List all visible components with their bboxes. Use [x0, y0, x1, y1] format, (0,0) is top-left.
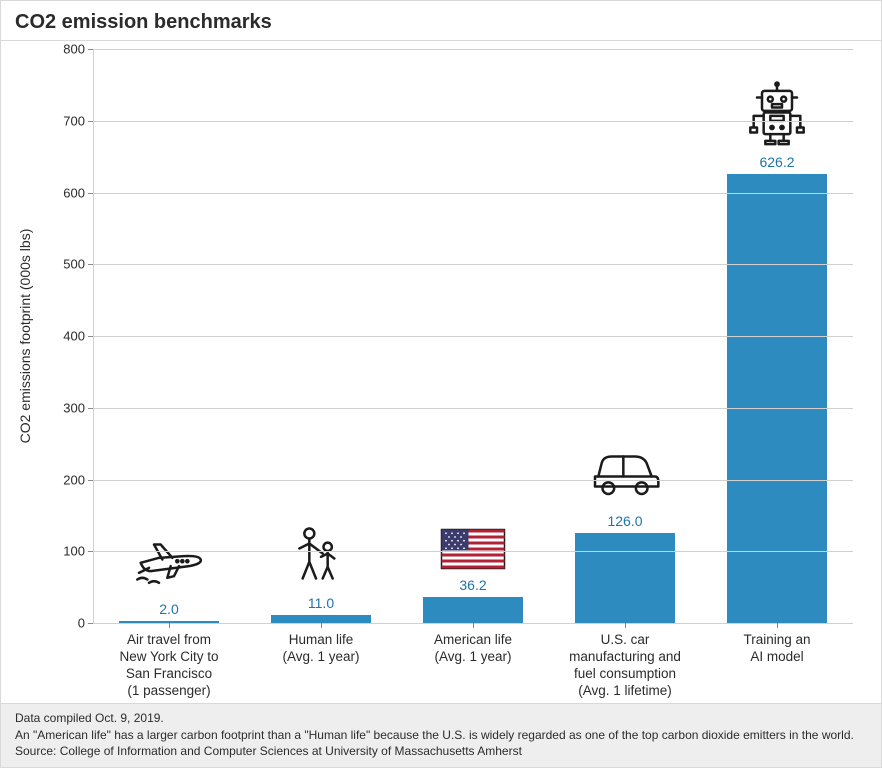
y-axis-title: CO2 emissions footprint (000s lbs)	[15, 49, 35, 623]
y-tick-label: 600	[63, 185, 93, 200]
bar-value-label: 2.0	[93, 601, 245, 617]
x-label-air-travel: Air travel fromNew York City toSan Franc…	[93, 623, 245, 700]
footer-line: Data compiled Oct. 9, 2019.	[15, 710, 867, 726]
bar-rect	[727, 174, 827, 623]
bar-rect	[423, 597, 523, 623]
y-tick-label: 100	[63, 544, 93, 559]
x-label-human-life: Human life(Avg. 1 year)	[245, 623, 397, 700]
x-label-ai-model: Training anAI model	[701, 623, 853, 700]
y-tick-label: 800	[63, 42, 93, 57]
gridline	[93, 408, 853, 409]
gridline	[93, 551, 853, 552]
y-tick-label: 700	[63, 113, 93, 128]
y-tick-label: 500	[63, 257, 93, 272]
footer-line: Source: College of Information and Compu…	[15, 743, 867, 759]
bar-rect	[271, 615, 371, 623]
footer-line: An "American life" has a larger carbon f…	[15, 727, 867, 743]
bar-value-label: 11.0	[245, 595, 397, 611]
chart-title: CO2 emission benchmarks	[1, 1, 881, 41]
x-axis-labels: Air travel fromNew York City toSan Franc…	[93, 623, 853, 700]
bar-value-label: 36.2	[397, 577, 549, 593]
car-icon	[549, 439, 701, 509]
gridline	[93, 121, 853, 122]
y-tick-label: 200	[63, 472, 93, 487]
y-tick-label: 0	[78, 616, 93, 631]
gridline	[93, 193, 853, 194]
robot-icon	[701, 80, 853, 150]
chart-footer: Data compiled Oct. 9, 2019. An "American…	[1, 703, 881, 767]
x-label-american-life: American life(Avg. 1 year)	[397, 623, 549, 700]
gridline	[93, 480, 853, 481]
plot-area: 2.011.036.2126.0626.2 010020030040050060…	[93, 49, 853, 623]
gridline	[93, 336, 853, 337]
bar-rect	[575, 533, 675, 623]
y-tick-label: 300	[63, 400, 93, 415]
bar-value-label: 626.2	[701, 154, 853, 170]
people-icon	[245, 521, 397, 591]
chart-container: CO2 emission benchmarks CO2 emissions fo…	[0, 0, 882, 768]
bar-value-label: 126.0	[549, 513, 701, 529]
x-label-us-car: U.S. carmanufacturing andfuel consumptio…	[549, 623, 701, 700]
gridline	[93, 49, 853, 50]
gridline	[93, 264, 853, 265]
us-flag-icon	[397, 525, 549, 573]
airplane-icon	[93, 527, 245, 597]
y-tick-label: 400	[63, 329, 93, 344]
